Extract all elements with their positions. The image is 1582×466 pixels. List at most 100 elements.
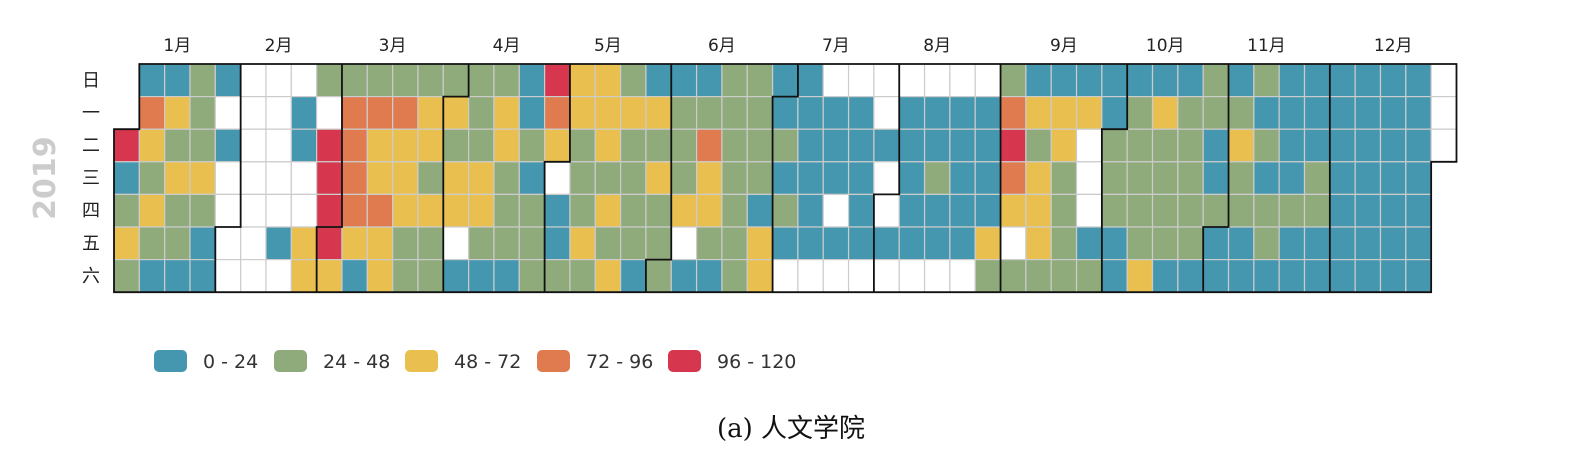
heatmap-cell bbox=[721, 128, 748, 163]
heatmap-cell bbox=[442, 63, 470, 98]
heatmap-cell bbox=[1227, 128, 1255, 163]
heatmap-cell bbox=[645, 193, 672, 228]
heatmap-cell bbox=[974, 193, 1002, 228]
heatmap-cell bbox=[316, 63, 343, 98]
heatmap-cell bbox=[619, 259, 647, 293]
heatmap-cell bbox=[569, 128, 596, 163]
heatmap-cell bbox=[468, 259, 495, 293]
heatmap-cell bbox=[265, 259, 292, 293]
heatmap-cell bbox=[569, 193, 596, 228]
heatmap-cell bbox=[265, 226, 292, 261]
heatmap-cell bbox=[290, 63, 318, 98]
heatmap-cell bbox=[366, 161, 394, 196]
heatmap-cell bbox=[164, 193, 191, 228]
heatmap-cell bbox=[138, 95, 166, 130]
heatmap-cell bbox=[544, 95, 571, 130]
heatmap-cell bbox=[1379, 161, 1407, 196]
heatmap-cell bbox=[341, 95, 368, 130]
month-label: 9月 bbox=[1050, 36, 1078, 56]
month-label: 4月 bbox=[493, 36, 521, 56]
legend-label: 96 - 120 bbox=[717, 351, 796, 373]
heatmap-cell bbox=[569, 95, 596, 130]
month-label: 11月 bbox=[1247, 36, 1286, 56]
heatmap-cell bbox=[1126, 259, 1154, 293]
heatmap-cell bbox=[1278, 128, 1306, 163]
heatmap-cell bbox=[1253, 259, 1280, 293]
heatmap-cell bbox=[1405, 161, 1432, 196]
heatmap-cell bbox=[1202, 259, 1230, 293]
heatmap-cell bbox=[1050, 128, 1078, 163]
legend-label: 24 - 48 bbox=[323, 351, 390, 373]
heatmap-cell bbox=[518, 193, 546, 228]
heatmap-cell bbox=[1177, 95, 1204, 130]
heatmap-cell bbox=[290, 161, 318, 196]
heatmap-cell bbox=[645, 63, 672, 98]
weekday-label: 三 bbox=[82, 168, 100, 189]
heatmap-cell bbox=[1405, 193, 1432, 228]
heatmap-cell bbox=[442, 259, 470, 293]
heatmap-cell bbox=[771, 226, 799, 261]
heatmap-cell bbox=[290, 193, 318, 228]
heatmap-cell bbox=[619, 63, 647, 98]
heatmap-cell bbox=[1303, 193, 1331, 228]
heatmap-cell bbox=[164, 63, 191, 98]
heatmap-cell bbox=[518, 128, 546, 163]
heatmap-cell bbox=[949, 226, 976, 261]
heatmap-cell bbox=[949, 259, 976, 293]
heatmap-cell bbox=[417, 128, 444, 163]
heatmap-cell bbox=[1101, 259, 1128, 293]
heatmap-cell bbox=[1177, 161, 1204, 196]
heatmap-cell bbox=[164, 259, 191, 293]
heatmap-cell bbox=[1405, 259, 1432, 293]
heatmap-cell bbox=[1025, 259, 1052, 293]
heatmap-cell bbox=[240, 259, 267, 293]
heatmap-cell bbox=[1202, 128, 1230, 163]
heatmap-cell bbox=[797, 226, 824, 261]
heatmap-cell bbox=[1405, 226, 1432, 261]
heatmap-cell bbox=[493, 226, 520, 261]
heatmap-cell bbox=[113, 259, 140, 293]
heatmap-cell bbox=[290, 128, 318, 163]
heatmap-cell bbox=[113, 226, 140, 261]
heatmap-cell bbox=[189, 95, 216, 130]
heatmap-cell bbox=[1303, 128, 1331, 163]
heatmap-cell bbox=[544, 128, 571, 163]
heatmap-cell bbox=[898, 259, 926, 293]
heatmap-cell bbox=[999, 226, 1027, 261]
heatmap-cell bbox=[392, 95, 419, 130]
heatmap-cell bbox=[898, 161, 926, 196]
heatmap-cell bbox=[493, 95, 520, 130]
heatmap-cell bbox=[1354, 193, 1382, 228]
heatmap-cell bbox=[341, 259, 368, 293]
heatmap-cell bbox=[189, 193, 216, 228]
heatmap-cell bbox=[138, 63, 166, 98]
heatmap-cell bbox=[316, 259, 343, 293]
heatmap-cell bbox=[797, 95, 824, 130]
heatmap-cell bbox=[189, 128, 216, 163]
heatmap-cell bbox=[1177, 259, 1204, 293]
heatmap-cell bbox=[1126, 63, 1154, 98]
month-boundary-lines bbox=[113, 63, 1458, 294]
heatmap-cell bbox=[898, 226, 926, 261]
heatmap-cell bbox=[822, 63, 850, 98]
heatmap-cell bbox=[1329, 161, 1356, 196]
heatmap-cell bbox=[822, 128, 850, 163]
heatmap-cell bbox=[746, 63, 774, 98]
heatmap-cell bbox=[1050, 63, 1078, 98]
heatmap-cell bbox=[695, 226, 723, 261]
heatmap-cell bbox=[1050, 161, 1078, 196]
heatmap-cell bbox=[695, 259, 723, 293]
heatmap-cell bbox=[645, 226, 672, 261]
month-label: 1月 bbox=[163, 36, 191, 56]
heatmap-cell bbox=[468, 128, 495, 163]
heatmap-cell bbox=[240, 226, 267, 261]
heatmap-cell bbox=[898, 63, 926, 98]
heatmap-cell bbox=[1151, 226, 1179, 261]
heatmap-cell bbox=[468, 95, 495, 130]
heatmap-cell bbox=[290, 95, 318, 130]
weekday-label: 二 bbox=[82, 136, 100, 157]
heatmap-cell bbox=[721, 95, 748, 130]
weekday-label: 五 bbox=[82, 233, 100, 254]
heatmap-cell bbox=[214, 193, 242, 228]
heatmap-cell bbox=[1227, 95, 1255, 130]
